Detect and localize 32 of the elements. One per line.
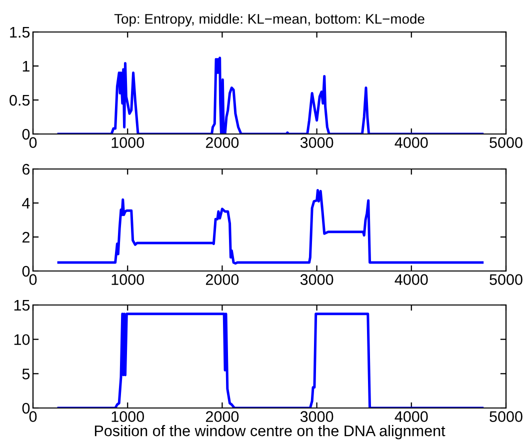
x-tick-label: 4000	[394, 274, 428, 285]
y-tick-label: 4	[22, 198, 30, 209]
x-tick-label: 2000	[206, 137, 239, 148]
y-tick-label: 1	[22, 61, 30, 72]
x-axis-title: Position of the window centre on the DNA alignment	[94, 425, 446, 440]
x-tick-label: 5000	[490, 274, 522, 285]
x-tick-label: 1000	[112, 411, 144, 422]
x-tick-label: 2000	[206, 411, 239, 422]
x-tick-label: 1000	[112, 274, 144, 285]
y-tick-label: 0	[22, 402, 30, 414]
y-tick-label: 6	[22, 164, 30, 175]
x-tick-label: 1000	[112, 137, 144, 148]
y-tick-label: 0	[22, 128, 30, 140]
y-tick-label: 5	[22, 368, 30, 380]
y-tick-label: 0	[22, 266, 30, 277]
line-series	[57, 312, 484, 408]
x-tick-label: 3000	[300, 274, 334, 285]
y-tick-label: 2	[22, 232, 30, 243]
x-tick-label: 4000	[394, 411, 428, 422]
x-tick-label: 2000	[206, 274, 239, 285]
x-tick-label: 3000	[300, 137, 334, 148]
y-tick-label: 10	[14, 334, 30, 346]
y-tick-label: 15	[14, 300, 30, 311]
x-tick-label: 3000	[300, 411, 334, 422]
x-tick-label: 5000	[490, 411, 522, 422]
chart-title: Top: Entropy, middle: KL−mean, bottom: KL−mode	[114, 14, 424, 27]
y-tick-label: 1.5	[10, 27, 30, 38]
x-tick-label: 4000	[394, 137, 428, 148]
line-series	[57, 189, 484, 265]
x-tick-label: 5000	[490, 137, 522, 148]
y-tick-label: 0.5	[10, 94, 30, 106]
line-series	[57, 56, 484, 134]
